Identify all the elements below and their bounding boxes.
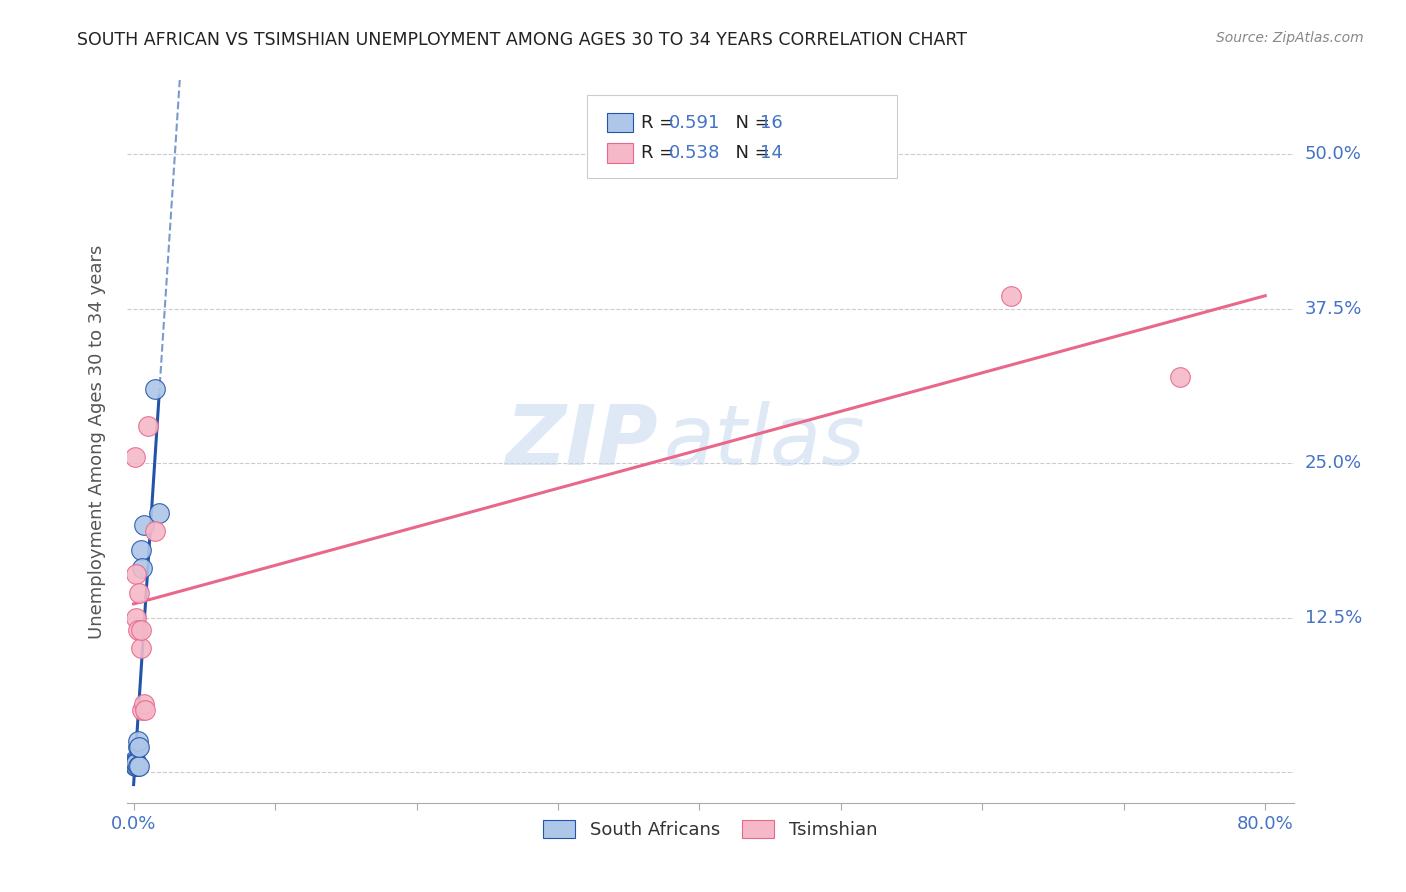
- Point: [134, 703, 156, 717]
- Point: [1000, 289, 1022, 303]
- Point: [131, 561, 153, 575]
- Point: [125, 567, 148, 582]
- Point: [132, 517, 155, 532]
- Point: [129, 623, 152, 637]
- Text: Source: ZipAtlas.com: Source: ZipAtlas.com: [1216, 31, 1364, 45]
- Point: [136, 419, 159, 434]
- Point: [125, 755, 148, 769]
- Point: [124, 753, 146, 767]
- Point: [124, 758, 146, 772]
- Point: [125, 758, 148, 772]
- FancyBboxPatch shape: [607, 143, 633, 162]
- Point: [129, 542, 152, 557]
- Text: ZIP: ZIP: [505, 401, 658, 482]
- Point: [128, 758, 150, 772]
- Point: [124, 755, 146, 769]
- Point: [143, 524, 166, 538]
- Point: [124, 450, 146, 464]
- Point: [148, 506, 170, 520]
- Legend: South Africans, Tsimshian: South Africans, Tsimshian: [534, 811, 886, 848]
- Point: [132, 697, 155, 711]
- Point: [125, 610, 148, 624]
- Text: 12.5%: 12.5%: [1305, 608, 1362, 626]
- Point: [127, 740, 149, 755]
- Text: R =: R =: [641, 113, 681, 131]
- Point: [1170, 369, 1192, 384]
- Text: 16: 16: [761, 113, 783, 131]
- Text: 0.591: 0.591: [669, 113, 720, 131]
- Text: SOUTH AFRICAN VS TSIMSHIAN UNEMPLOYMENT AMONG AGES 30 TO 34 YEARS CORRELATION CH: SOUTH AFRICAN VS TSIMSHIAN UNEMPLOYMENT …: [77, 31, 967, 49]
- Point: [128, 740, 150, 755]
- FancyBboxPatch shape: [588, 95, 897, 178]
- Text: 14: 14: [761, 144, 783, 161]
- Text: atlas: atlas: [664, 401, 865, 482]
- Text: 0.538: 0.538: [669, 144, 720, 161]
- Point: [128, 586, 150, 600]
- Point: [127, 734, 149, 748]
- Text: 25.0%: 25.0%: [1305, 454, 1362, 472]
- Point: [127, 758, 149, 772]
- Point: [125, 756, 148, 771]
- FancyBboxPatch shape: [607, 112, 633, 132]
- Point: [143, 382, 166, 396]
- Y-axis label: Unemployment Among Ages 30 to 34 years: Unemployment Among Ages 30 to 34 years: [87, 244, 105, 639]
- Text: 37.5%: 37.5%: [1305, 300, 1362, 318]
- Point: [131, 703, 153, 717]
- Text: N =: N =: [724, 113, 776, 131]
- Text: N =: N =: [724, 144, 776, 161]
- Point: [129, 641, 152, 656]
- Text: 50.0%: 50.0%: [1305, 145, 1361, 163]
- Text: R =: R =: [641, 144, 681, 161]
- Point: [127, 623, 149, 637]
